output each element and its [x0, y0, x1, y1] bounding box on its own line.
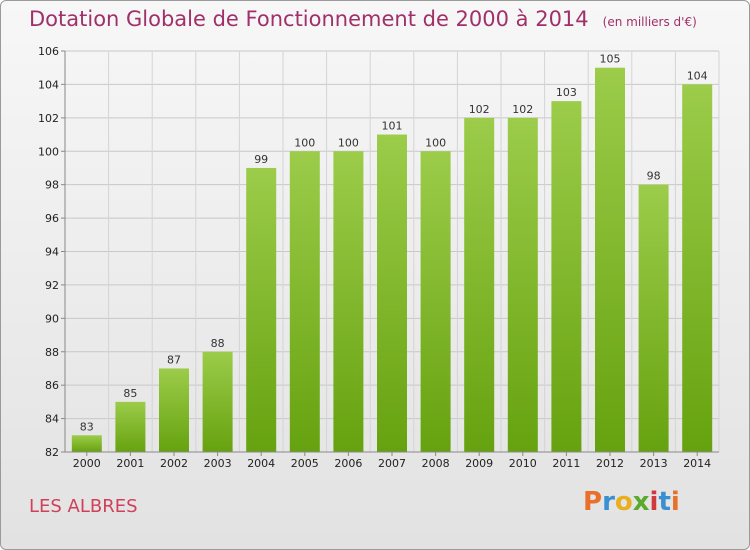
y-tick-label: 96 [45, 212, 59, 225]
y-tick-label: 92 [45, 279, 59, 292]
x-tick-label: 2000 [73, 457, 101, 470]
bar-value-label: 103 [556, 86, 577, 99]
bar [420, 151, 451, 452]
bar [377, 134, 407, 452]
title-row: Dotation Globale de Fonctionnement de 20… [29, 7, 697, 31]
x-tick-label: 2007 [378, 457, 406, 470]
y-tick-label: 102 [38, 112, 59, 125]
y-tick-label: 88 [45, 346, 59, 359]
logo-letter: P [583, 487, 603, 517]
logo-letter: i [670, 487, 680, 517]
bar-value-label: 98 [647, 170, 661, 183]
x-tick-label: 2003 [204, 457, 232, 470]
y-tick-label: 82 [45, 446, 59, 459]
y-tick-label: 86 [45, 379, 59, 392]
bar-value-label: 85 [123, 387, 137, 400]
x-tick-label: 2002 [160, 457, 188, 470]
y-tick-label: 104 [38, 78, 59, 91]
x-tick-label: 2013 [640, 457, 668, 470]
bar [159, 368, 189, 452]
x-tick-label: 2001 [116, 457, 144, 470]
x-tick-label: 2014 [683, 457, 711, 470]
x-tick-label: 2008 [422, 457, 450, 470]
bar-value-label: 102 [512, 103, 533, 116]
bar [71, 435, 102, 452]
bar-value-label: 83 [80, 420, 94, 433]
proxiti-logo: Proxiti [583, 487, 680, 517]
x-tick-label: 2012 [596, 457, 624, 470]
bar-value-label: 100 [338, 136, 359, 149]
bar [333, 151, 364, 452]
y-tick-label: 84 [45, 413, 59, 426]
bar [595, 67, 625, 452]
bar-value-label: 101 [382, 120, 403, 133]
commune-name: LES ALBRES [29, 496, 138, 517]
chart-unit: (en milliers d'€) [602, 15, 697, 29]
bar-value-label: 88 [211, 337, 225, 350]
bar-value-label: 100 [425, 136, 446, 149]
x-tick-label: 2010 [509, 457, 537, 470]
logo-letter: r [602, 487, 615, 517]
y-tick-label: 98 [45, 179, 59, 192]
bar-value-label: 100 [294, 136, 315, 149]
bar-value-label: 104 [687, 69, 708, 82]
bar [507, 117, 538, 452]
bar-value-label: 87 [167, 353, 181, 366]
bar [115, 401, 146, 452]
bar-value-label: 105 [600, 53, 621, 66]
axes: 82 84 86 88 90 92 94 96 98 100 102 104 106 2000 2001 20… [38, 45, 719, 470]
logo-letter: i [649, 487, 659, 517]
bar [682, 84, 713, 453]
bar [551, 101, 582, 452]
x-tick-label: 2011 [552, 457, 580, 470]
x-tick-label: 2005 [291, 457, 319, 470]
y-tick-label: 94 [45, 246, 59, 259]
bar-value-label: 102 [469, 103, 490, 116]
bar-value-label: 99 [254, 153, 268, 166]
x-tick-label: 2006 [334, 457, 362, 470]
bar [638, 184, 669, 452]
bar [202, 351, 233, 452]
bar [289, 151, 320, 452]
logo-letter: x [632, 487, 650, 517]
y-tick-label: 100 [38, 145, 59, 158]
logo-letter: o [614, 487, 633, 517]
bar [464, 117, 495, 452]
y-tick-label: 106 [38, 45, 59, 58]
x-tick-label: 2009 [465, 457, 493, 470]
x-tick-label: 2004 [247, 457, 275, 470]
logo-letter: t [658, 487, 671, 517]
chart-title: Dotation Globale de Fonctionnement de 20… [29, 7, 589, 31]
bar [246, 167, 277, 453]
y-tick-label: 90 [45, 312, 59, 325]
bars: 83 85 87 88 99 100 100 101 100 102 102 103 105 98 104 [71, 53, 713, 453]
